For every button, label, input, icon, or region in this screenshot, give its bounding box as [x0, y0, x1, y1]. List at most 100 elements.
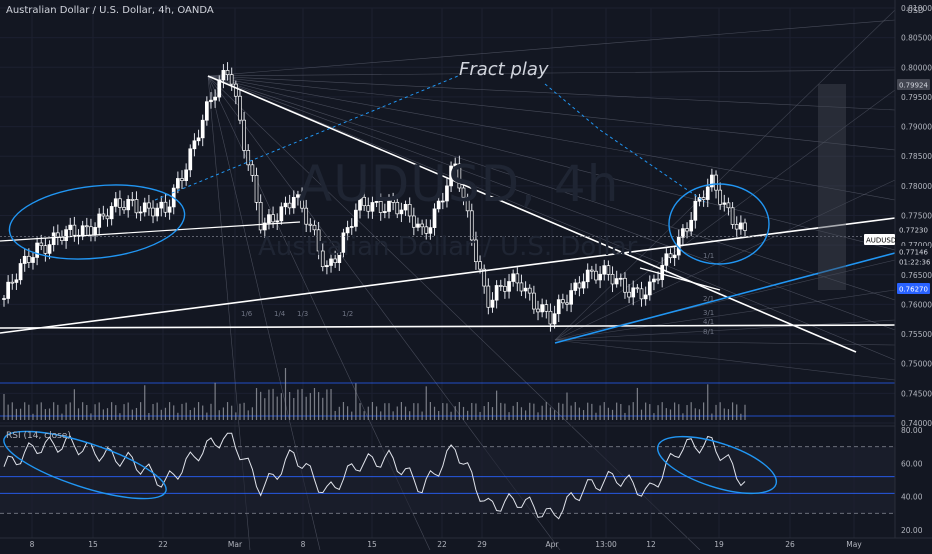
candle-body — [72, 224, 77, 236]
candle-body — [631, 287, 636, 298]
candle-body — [664, 253, 669, 266]
candle-body — [142, 202, 147, 213]
candle-body — [743, 222, 747, 231]
price-label: 0.77230 — [899, 227, 928, 235]
short-trendline — [639, 267, 721, 291]
candle-body — [453, 163, 458, 167]
candle-body — [84, 225, 89, 228]
candle-body — [461, 187, 466, 198]
chart-title: Australian Dollar / U.S. Dollar, 4h, OAN… — [6, 5, 214, 16]
candle-body — [2, 298, 6, 300]
candle-body — [225, 70, 230, 76]
fan-ratio-label: 1/1 — [703, 252, 715, 260]
candle-body — [374, 201, 379, 203]
candle-body — [457, 163, 462, 189]
candle-body — [362, 196, 367, 207]
candles — [2, 62, 747, 332]
candle-body — [287, 202, 292, 209]
candle-body — [358, 196, 362, 211]
candle-body — [407, 204, 412, 217]
candle-body — [478, 261, 482, 270]
candle-body — [395, 202, 400, 215]
candle-body — [730, 207, 735, 225]
price-tick: 0.81000 — [901, 4, 932, 13]
candle-body — [196, 137, 201, 142]
candle-body — [739, 222, 743, 230]
candle-body — [337, 252, 342, 264]
price-label-box — [897, 256, 930, 267]
candle-body — [6, 281, 10, 299]
candle-body — [391, 198, 395, 203]
candle-body — [279, 206, 284, 222]
candle-body — [283, 202, 288, 208]
price-label-box — [897, 246, 930, 257]
fan-line — [207, 75, 896, 361]
fan-line — [207, 75, 896, 251]
fan-line — [207, 69, 896, 77]
price-tick: 0.74000 — [901, 419, 932, 428]
candle-body — [440, 200, 445, 203]
candle-body — [519, 282, 524, 292]
candle-body — [300, 194, 304, 209]
candle-body — [527, 287, 532, 294]
candle-body — [416, 223, 420, 228]
blue-support-line — [554, 252, 896, 344]
fract-play-annotation[interactable]: Fract play — [459, 59, 549, 80]
candle-body — [598, 273, 602, 281]
rsi-ellipse-right — [656, 435, 778, 495]
candle-body — [151, 207, 155, 217]
candle-body — [705, 186, 710, 200]
candle-body — [693, 200, 698, 221]
candle-body — [93, 227, 97, 236]
time-tick: 13:00 — [595, 540, 617, 549]
projection-box — [818, 84, 846, 290]
candle-body — [585, 269, 590, 283]
time-tick: 8 — [301, 540, 306, 549]
candle-body — [382, 211, 387, 213]
price-tick: 0.77500 — [901, 212, 932, 221]
candle-body — [113, 198, 118, 207]
candle-body — [465, 196, 470, 212]
time-tick: 12 — [646, 540, 656, 549]
fan-line — [554, 89, 896, 341]
candle-body — [333, 258, 338, 264]
price-tick: 0.74500 — [901, 389, 932, 398]
rsi-band — [0, 446, 895, 514]
fan-line — [554, 9, 896, 341]
candle-body — [325, 265, 329, 268]
candle-body — [217, 79, 222, 98]
candle-body — [726, 202, 731, 209]
candle-body — [565, 302, 569, 305]
candle-body — [354, 209, 358, 227]
rsi-tick: 80.00 — [901, 426, 923, 435]
time-tick: May — [846, 540, 862, 549]
candle-body — [594, 270, 598, 281]
candle-body — [349, 226, 354, 228]
candle-body — [188, 148, 193, 171]
price-tick: 0.77000 — [901, 241, 932, 250]
candle-body — [652, 278, 656, 283]
drawings[interactable] — [0, 75, 896, 353]
candle-body — [14, 279, 19, 283]
candle-body — [561, 299, 565, 304]
candle-body — [167, 206, 172, 213]
candle-body — [722, 202, 727, 205]
price-tick: 0.76000 — [901, 300, 932, 309]
candle-body — [548, 310, 553, 325]
fractal-dotted-line — [544, 83, 706, 203]
candle-body — [486, 285, 491, 308]
candle-body — [10, 281, 15, 284]
candle-body — [606, 265, 611, 275]
candle-body — [689, 219, 694, 232]
price-label: 0.77146 — [899, 249, 928, 257]
candle-body — [267, 214, 271, 224]
candle-body — [552, 313, 557, 325]
candle-body — [51, 232, 56, 245]
time-axis: 8 15 22 Mar 8 15 22 29 Apr 13:00 12 19 26 May — [0, 537, 932, 549]
candle-body — [581, 281, 586, 289]
candle-body — [701, 197, 706, 200]
candle-body — [105, 215, 110, 220]
price-label: 0.79924 — [899, 82, 928, 90]
